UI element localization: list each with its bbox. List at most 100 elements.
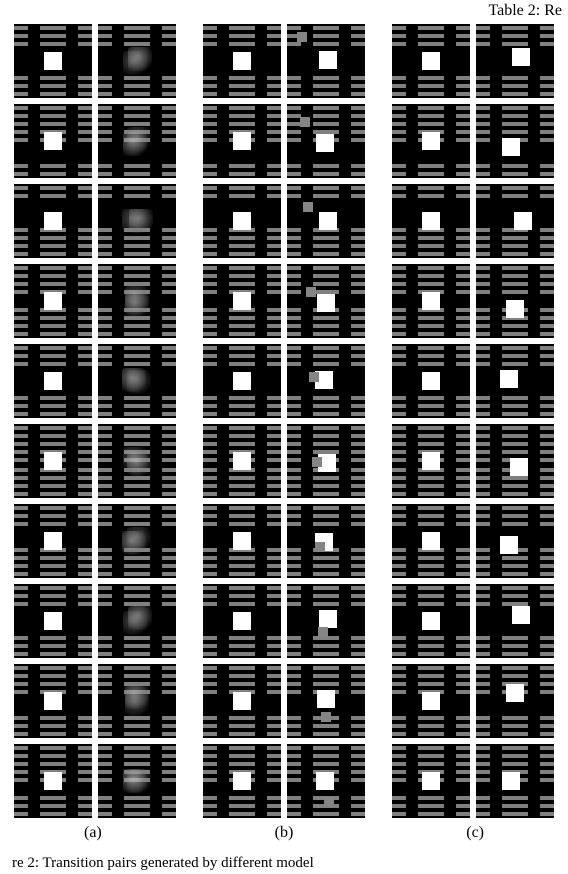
grid-tile xyxy=(14,104,92,178)
grid-tile xyxy=(392,424,470,498)
table-caption-fragment: Table 2: Re xyxy=(488,2,562,20)
grid-row xyxy=(14,664,176,738)
grid-tile xyxy=(14,424,92,498)
grid-tile xyxy=(203,184,281,258)
grid-row xyxy=(14,584,176,658)
grid-tile xyxy=(287,424,365,498)
grid-row xyxy=(203,424,365,498)
grid-tile xyxy=(287,104,365,178)
grid-row xyxy=(203,584,365,658)
grid-tile xyxy=(287,744,365,818)
grid-tile xyxy=(203,24,281,98)
grid-row xyxy=(392,504,554,578)
grid-row xyxy=(203,664,365,738)
grid-tile xyxy=(392,344,470,418)
grid-tile xyxy=(476,184,554,258)
grid-row xyxy=(203,344,365,418)
grid-row xyxy=(203,104,365,178)
grid-tile xyxy=(203,344,281,418)
grid-row xyxy=(14,744,176,818)
grid-tile xyxy=(98,504,176,578)
grid-tile xyxy=(392,584,470,658)
grid-row xyxy=(203,264,365,338)
grid-tile xyxy=(476,104,554,178)
grid-tile xyxy=(14,584,92,658)
grid-row xyxy=(203,184,365,258)
grid-tile xyxy=(287,264,365,338)
grid-row xyxy=(392,744,554,818)
grid-column xyxy=(14,24,176,818)
grid-tile xyxy=(203,664,281,738)
grid-row xyxy=(392,264,554,338)
col-label-c: (c) xyxy=(466,824,484,842)
grid-row xyxy=(392,664,554,738)
grid-row xyxy=(392,104,554,178)
grid-row xyxy=(203,24,365,98)
grid-row xyxy=(392,584,554,658)
grid-tile xyxy=(98,264,176,338)
grid-tile xyxy=(476,344,554,418)
grid-row xyxy=(14,184,176,258)
col-label-b: (b) xyxy=(275,824,294,842)
grid-tile xyxy=(203,504,281,578)
grid-row xyxy=(14,344,176,418)
grid-tile xyxy=(14,664,92,738)
column-labels-row: (a) (b) (c) xyxy=(14,818,554,842)
grid-tile xyxy=(203,584,281,658)
grid-tile xyxy=(14,264,92,338)
grid-tile xyxy=(476,664,554,738)
grid-tile xyxy=(287,24,365,98)
grid-tile xyxy=(476,424,554,498)
grid-tile xyxy=(98,104,176,178)
grid-row xyxy=(14,24,176,98)
grid-row xyxy=(14,104,176,178)
grid-tile xyxy=(476,504,554,578)
grid-tile xyxy=(98,744,176,818)
grid-row xyxy=(14,504,176,578)
grid-tile xyxy=(98,664,176,738)
figure-grid: (a) (b) (c) xyxy=(14,24,554,842)
grid-tile xyxy=(14,744,92,818)
grid-row xyxy=(14,264,176,338)
grid-tile xyxy=(14,24,92,98)
grid-tile xyxy=(392,24,470,98)
grid-tile xyxy=(392,184,470,258)
grid-tile xyxy=(392,104,470,178)
grid-tile xyxy=(98,344,176,418)
grid-tile xyxy=(392,504,470,578)
grid-tile xyxy=(98,584,176,658)
grid-tile xyxy=(14,184,92,258)
grid-row xyxy=(392,344,554,418)
grid-row xyxy=(203,504,365,578)
grid-column xyxy=(392,24,554,818)
grid-tile xyxy=(287,664,365,738)
grid-tile xyxy=(287,504,365,578)
grid-tile xyxy=(476,584,554,658)
grid-tile xyxy=(203,744,281,818)
grid-tile xyxy=(98,424,176,498)
grid-column xyxy=(203,24,365,818)
grid-row xyxy=(392,24,554,98)
grid-row xyxy=(203,744,365,818)
figure-caption-fragment: re 2: Transition pairs generated by diff… xyxy=(12,855,556,872)
grid-tile xyxy=(98,24,176,98)
grid-tile xyxy=(203,264,281,338)
grid-tile xyxy=(14,504,92,578)
grid-tile xyxy=(287,584,365,658)
grid-tile xyxy=(392,664,470,738)
grid-tile xyxy=(14,344,92,418)
grid-tile xyxy=(203,104,281,178)
grid-row xyxy=(392,424,554,498)
grid-tile xyxy=(98,184,176,258)
grid-tile xyxy=(476,24,554,98)
grid-tile xyxy=(287,184,365,258)
grid-tile xyxy=(203,424,281,498)
grid-tile xyxy=(392,744,470,818)
grid-row xyxy=(392,184,554,258)
grid-row xyxy=(14,424,176,498)
grid-tile xyxy=(287,344,365,418)
grid-tile xyxy=(392,264,470,338)
grid-tile xyxy=(476,264,554,338)
grid-tile xyxy=(476,744,554,818)
col-label-a: (a) xyxy=(84,824,102,842)
